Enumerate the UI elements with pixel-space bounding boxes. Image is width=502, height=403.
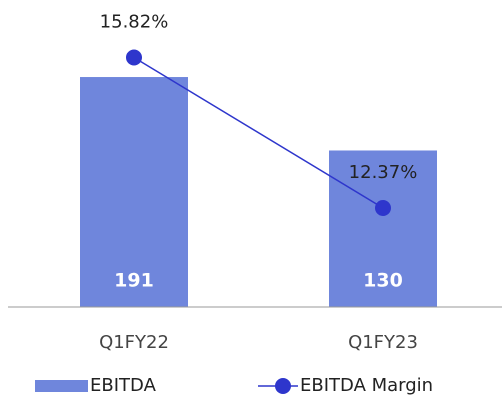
bar bbox=[329, 150, 437, 307]
legend-label: EBITDA Margin bbox=[300, 375, 433, 396]
line-point bbox=[126, 49, 142, 66]
legend-label: EBITDA bbox=[90, 375, 157, 396]
legend-swatch bbox=[275, 378, 291, 394]
line-value-label: 15.82% bbox=[100, 11, 169, 32]
legend-swatch bbox=[35, 380, 88, 392]
line-point bbox=[375, 199, 391, 216]
bar-value-label: 130 bbox=[363, 270, 403, 292]
line bbox=[133, 56, 384, 209]
x-tick-label: Q1FY22 bbox=[99, 332, 169, 353]
bar bbox=[80, 77, 188, 307]
x-tick-label: Q1FY23 bbox=[348, 332, 418, 353]
bar-value-label: 191 bbox=[114, 270, 154, 292]
line-value-label: 12.37% bbox=[349, 162, 418, 183]
